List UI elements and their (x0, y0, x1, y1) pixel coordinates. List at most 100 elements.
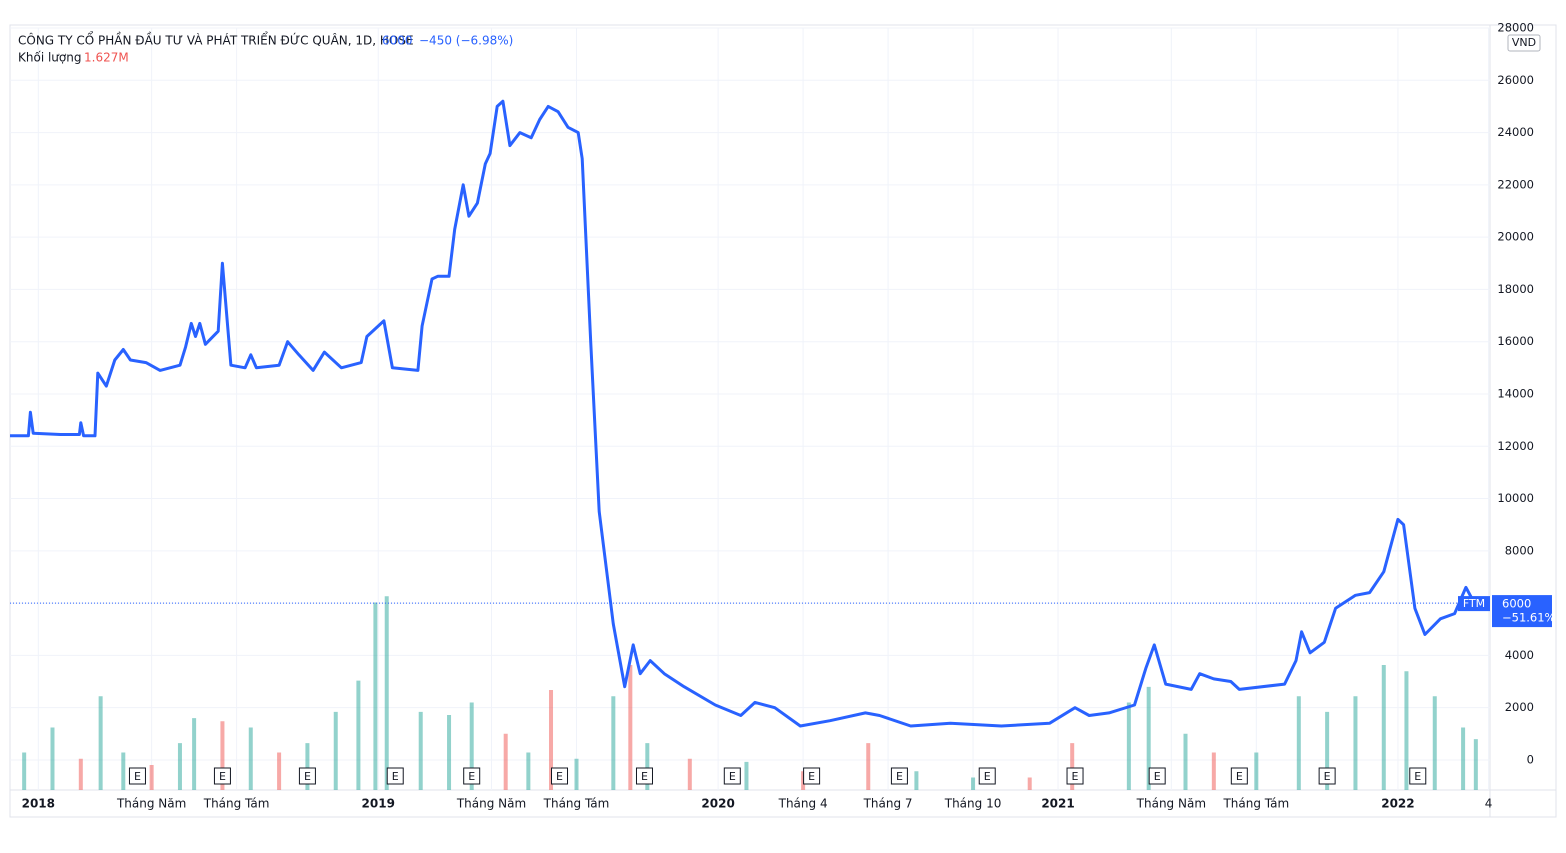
event-marker[interactable] (723, 767, 741, 785)
event-marker[interactable] (1066, 767, 1084, 785)
y-tick-label: 24000 (1497, 125, 1534, 139)
volume-bar (549, 690, 554, 790)
y-tick-label: 20000 (1497, 230, 1534, 244)
volume-title: Khối lượng (18, 51, 81, 65)
event-marker[interactable] (1148, 767, 1166, 785)
currency[interactable]: VND (1512, 36, 1536, 49)
volume-bar (50, 727, 55, 790)
volume-bar (628, 665, 633, 790)
volume-bar (1432, 696, 1437, 790)
volume-bar (1461, 727, 1466, 790)
volume-bar (22, 752, 27, 790)
volume-bar (687, 758, 692, 790)
y-tick-label: 12000 (1497, 439, 1534, 453)
x-tick-label: Tháng 10 (944, 797, 1002, 811)
event-marker[interactable] (978, 767, 996, 785)
x-tick-label: Tháng Tám (1222, 797, 1289, 811)
change-total-label: −51.61% (1502, 611, 1556, 625)
x-tick-label: Tháng Năm (1136, 797, 1206, 811)
x-tick-label: 2018 (22, 797, 55, 811)
volume-bar (121, 752, 126, 790)
volume-bar (220, 721, 225, 790)
volume-bar (149, 765, 154, 790)
event-label: E (729, 770, 736, 783)
volume-bar (1325, 711, 1330, 790)
volume-bar (1183, 733, 1188, 790)
event-marker[interactable] (1230, 767, 1248, 785)
y-tick-label: 0 (1527, 752, 1534, 766)
event-label: E (304, 770, 311, 783)
event-label: E (468, 770, 475, 783)
volume-bar (1404, 671, 1409, 790)
x-tick-label: Tháng Năm (116, 797, 186, 811)
last-price-box (1492, 595, 1552, 628)
event-label: E (984, 770, 991, 783)
price-line (10, 99, 1476, 728)
volume-label: 1.627M (84, 51, 129, 65)
volume-bar (373, 602, 378, 790)
volume-bar (333, 711, 338, 790)
volume-bar (526, 752, 531, 790)
volume-bar (1126, 702, 1131, 790)
event-marker[interactable] (551, 767, 569, 785)
event-marker[interactable] (1318, 767, 1336, 785)
y-tick-label: 26000 (1497, 73, 1534, 87)
volume-bar (98, 696, 103, 790)
volume-bar (305, 743, 310, 790)
volume-bar (192, 718, 197, 790)
event-label: E (1236, 770, 1243, 783)
volume-bar (503, 733, 508, 790)
event-label: E (1072, 770, 1079, 783)
event-marker[interactable] (803, 767, 821, 785)
volume-bar (1473, 739, 1478, 790)
event-marker[interactable] (298, 767, 316, 785)
event-marker[interactable] (386, 767, 404, 785)
event-label: E (134, 770, 141, 783)
y-tick-label: 14000 (1497, 386, 1534, 400)
event-marker[interactable] (890, 767, 908, 785)
x-tick-label: Tháng 7 (863, 797, 913, 811)
currency-box[interactable] (1507, 34, 1541, 52)
x-tick-label: 2021 (1041, 797, 1074, 811)
y-tick-label: 4000 (1505, 648, 1534, 662)
symbol-label: FTM (1463, 597, 1485, 610)
chart-frame (9, 24, 1557, 818)
y-tick-label: 2000 (1505, 700, 1534, 714)
change-label: −450 (−6.98%) (419, 34, 513, 48)
event-marker[interactable] (635, 767, 653, 785)
volume-bar (971, 777, 976, 790)
volume-bar (277, 752, 282, 790)
event-label: E (808, 770, 815, 783)
volume-bar (1146, 686, 1151, 790)
volume-bar (1070, 743, 1075, 790)
last-value: 6000 (382, 34, 413, 48)
event-marker[interactable] (128, 767, 146, 785)
chart-title: CÔNG TY CỔ PHẦN ĐẦU TƯ VÀ PHÁT TRIỂN ĐỨC… (18, 32, 414, 48)
volume-bar (1211, 752, 1216, 790)
volume-bar (611, 696, 616, 790)
volume-bar (1353, 696, 1358, 790)
x-tick-label: Tháng Năm (456, 797, 526, 811)
volume-bar (914, 771, 919, 790)
event-marker[interactable] (463, 767, 481, 785)
volume-bar (645, 743, 650, 790)
event-marker[interactable] (1409, 767, 1427, 785)
volume-bar (1254, 752, 1259, 790)
x-tick-label: 4 (1485, 797, 1493, 811)
y-tick-label: 28000 (1497, 21, 1534, 35)
event-label: E (641, 770, 648, 783)
event-label: E (896, 770, 903, 783)
x-tick-label: Tháng 4 (778, 797, 828, 811)
x-tick-label: 2020 (701, 797, 734, 811)
y-tick-label: 18000 (1497, 282, 1534, 296)
x-tick-label: Tháng Tám (543, 797, 610, 811)
volume-bar (177, 743, 182, 790)
y-tick-label: 8000 (1505, 543, 1534, 557)
volume-bar (1027, 777, 1032, 790)
volume-bar (418, 711, 423, 790)
volume-bar (744, 761, 749, 790)
event-label: E (1414, 770, 1421, 783)
event-marker[interactable] (213, 767, 231, 785)
event-label: E (392, 770, 399, 783)
